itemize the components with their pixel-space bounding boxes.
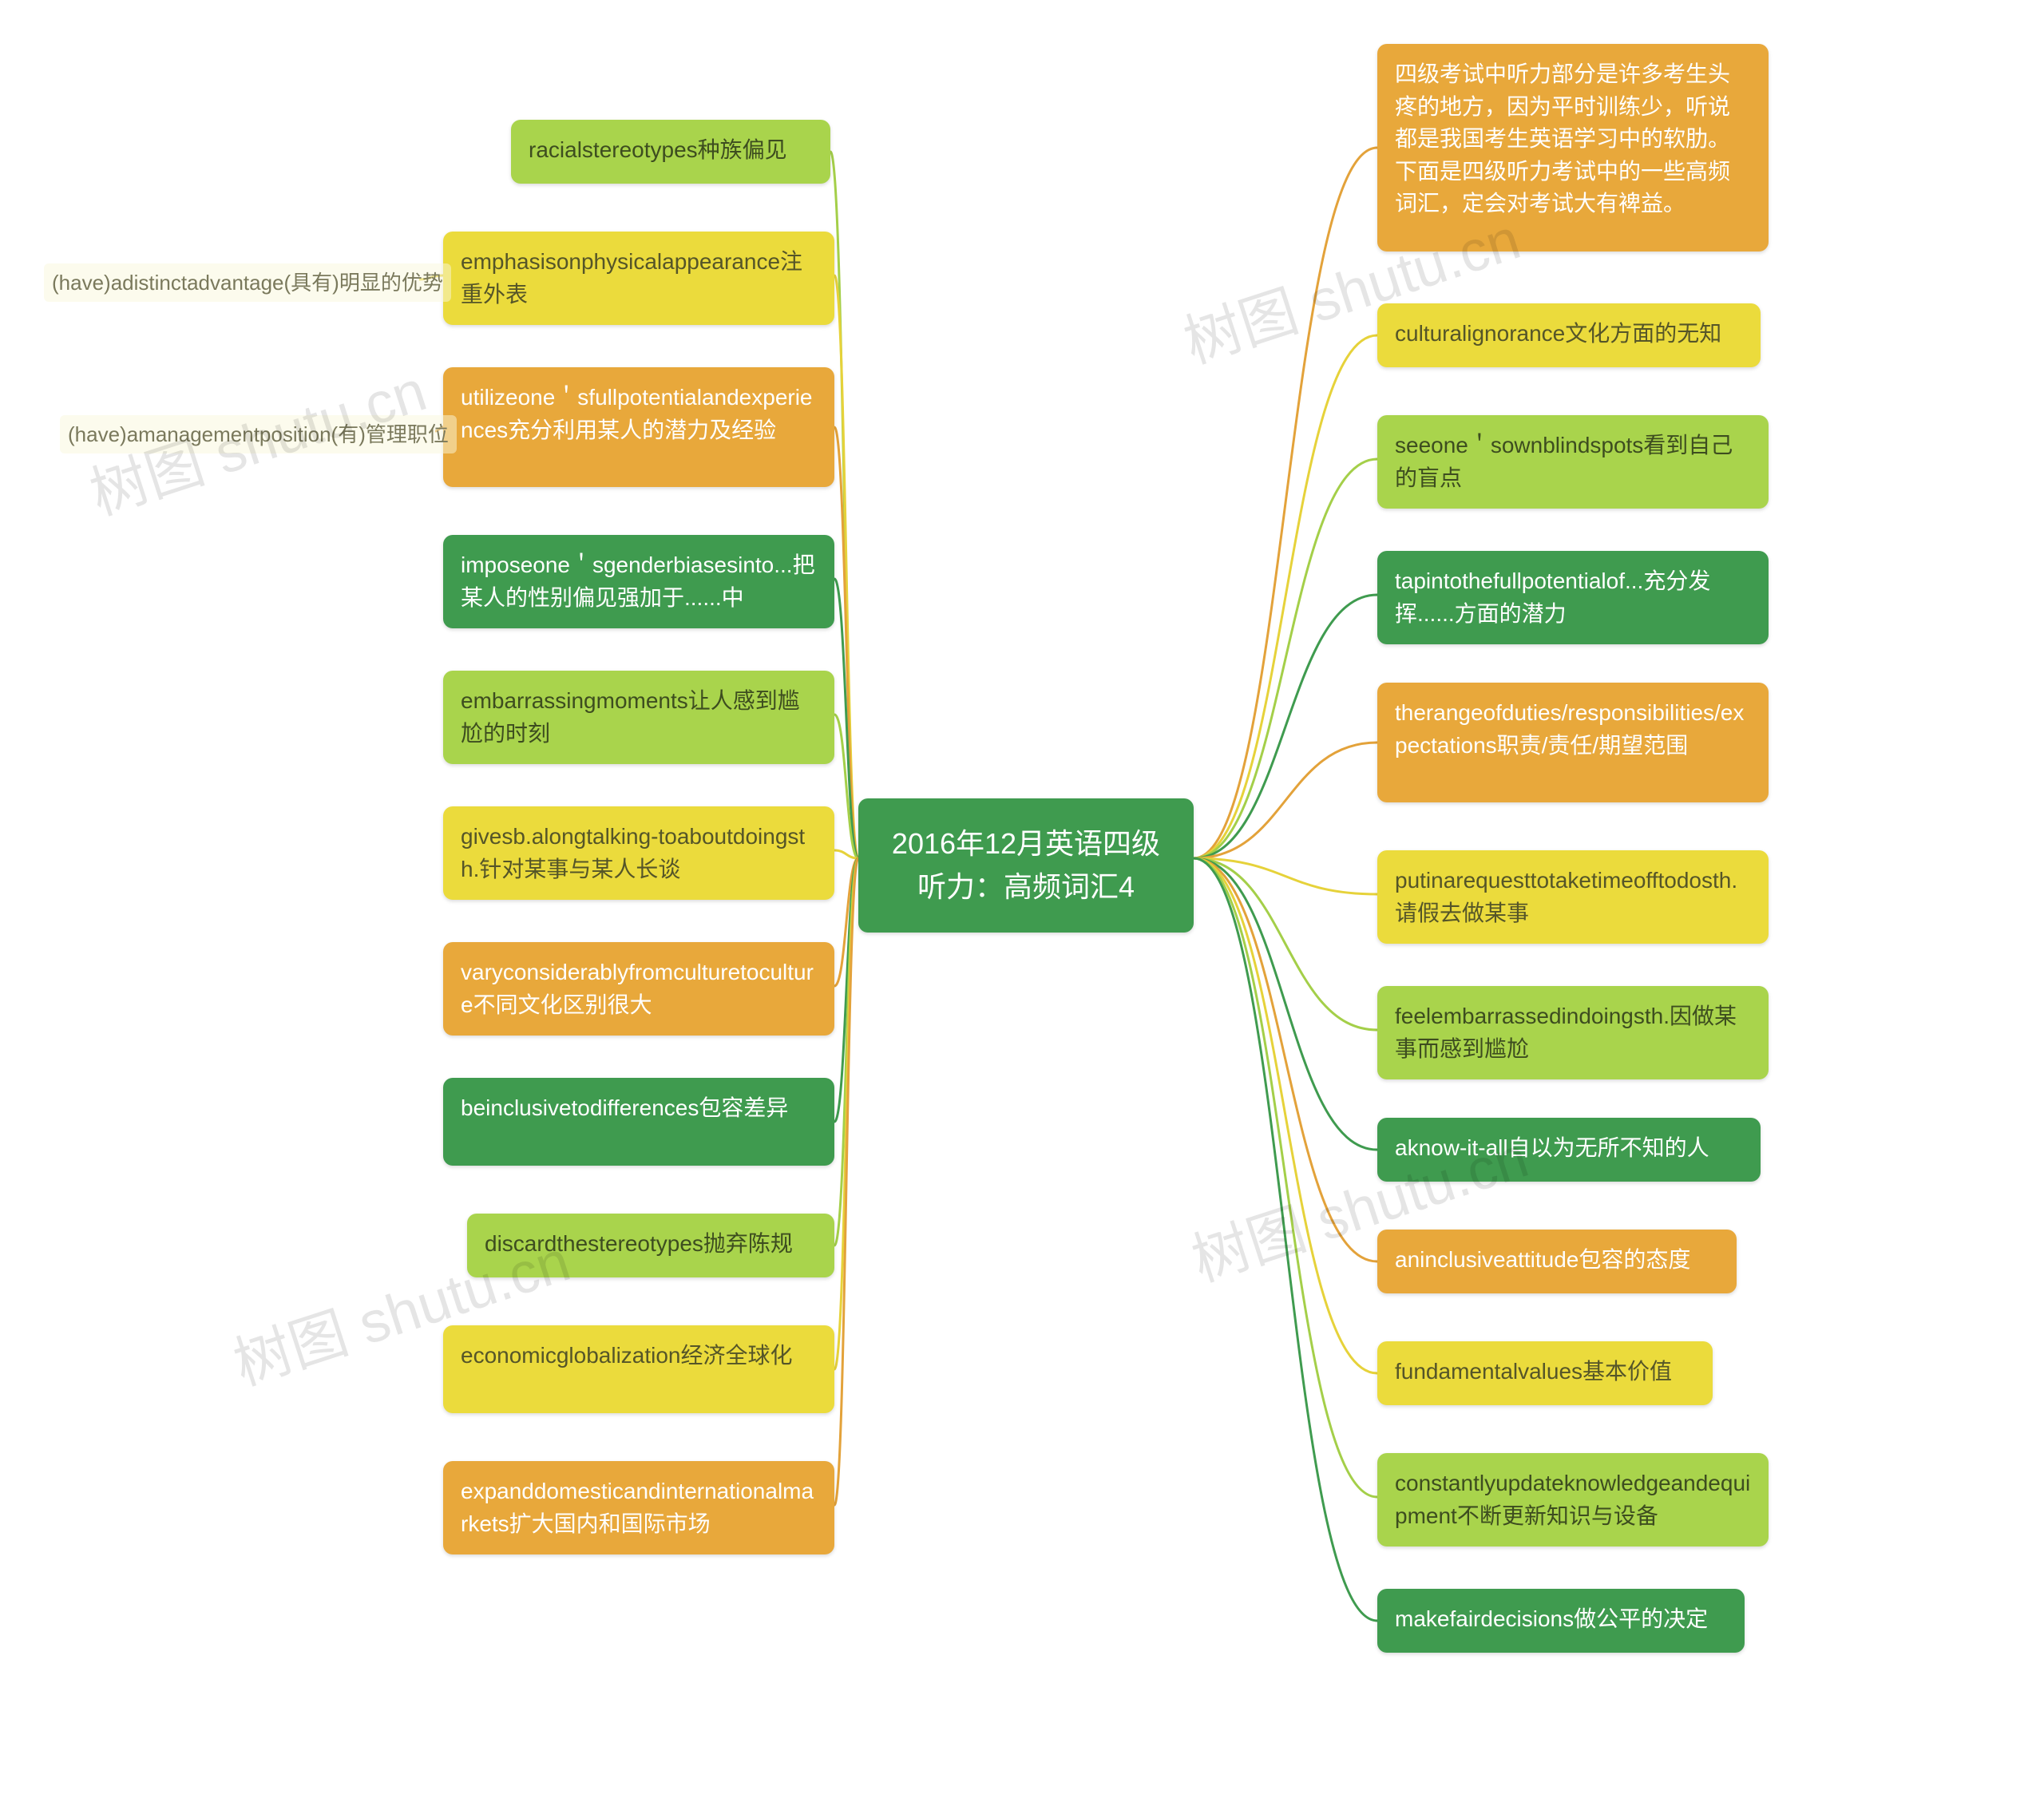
center-node[interactable]: 2016年12月英语四级听力：高频词汇4 bbox=[858, 798, 1194, 933]
left-node-l11[interactable]: expanddomesticandinternationalmarkets扩大国… bbox=[443, 1461, 834, 1554]
right-node-r4[interactable]: tapintothefullpotentialof...充分发挥......方面… bbox=[1377, 551, 1769, 644]
left-node-l4[interactable]: imposeone＇sgenderbiasesinto...把某人的性别偏见强加… bbox=[443, 535, 834, 628]
right-node-r9[interactable]: aninclusiveattitude包容的态度 bbox=[1377, 1230, 1737, 1293]
right-node-r5[interactable]: therangeofduties/responsibilities/expect… bbox=[1377, 683, 1769, 802]
left-node-l7[interactable]: varyconsiderablyfromculturetoculture不同文化… bbox=[443, 942, 834, 1036]
right-node-r2[interactable]: culturalignorance文化方面的无知 bbox=[1377, 303, 1761, 367]
left-node-l5[interactable]: embarrassingmoments让人感到尴尬的时刻 bbox=[443, 671, 834, 764]
right-node-r6[interactable]: putinarequesttotaketimeofftodosth.请假去做某事 bbox=[1377, 850, 1769, 944]
left-node-l1[interactable]: racialstereotypes种族偏见 bbox=[511, 120, 830, 184]
right-node-r1[interactable]: 四级考试中听力部分是许多考生头疼的地方，因为平时训练少，听说都是我国考生英语学习… bbox=[1377, 44, 1769, 251]
right-node-r12[interactable]: makefairdecisions做公平的决定 bbox=[1377, 1589, 1745, 1653]
left-node-l9[interactable]: discardthestereotypes抛弃陈规 bbox=[467, 1214, 834, 1277]
right-node-r7[interactable]: feelembarrassedindoingsth.因做某事而感到尴尬 bbox=[1377, 986, 1769, 1079]
right-node-r10[interactable]: fundamentalvalues基本价值 bbox=[1377, 1341, 1713, 1405]
left-node-l2[interactable]: emphasisonphysicalappearance注重外表 bbox=[443, 232, 834, 325]
left-node-l8[interactable]: beinclusivetodifferences包容差异 bbox=[443, 1078, 834, 1166]
leaf-leaf2[interactable]: (have)amanagementposition(有)管理职位 bbox=[60, 415, 457, 453]
left-node-l6[interactable]: givesb.alongtalking-toaboutdoingsth.针对某事… bbox=[443, 806, 834, 900]
left-node-l10[interactable]: economicglobalization经济全球化 bbox=[443, 1325, 834, 1413]
leaf-leaf1[interactable]: (have)adistinctadvantage(具有)明显的优势 bbox=[44, 263, 451, 302]
right-node-r8[interactable]: aknow-it-all自以为无所不知的人 bbox=[1377, 1118, 1761, 1182]
left-node-l3[interactable]: utilizeone＇sfullpotentialandexperiences充… bbox=[443, 367, 834, 487]
right-node-r11[interactable]: constantlyupdateknowledgeandequipment不断更… bbox=[1377, 1453, 1769, 1546]
right-node-r3[interactable]: seeone＇sownblindspots看到自己的盲点 bbox=[1377, 415, 1769, 509]
